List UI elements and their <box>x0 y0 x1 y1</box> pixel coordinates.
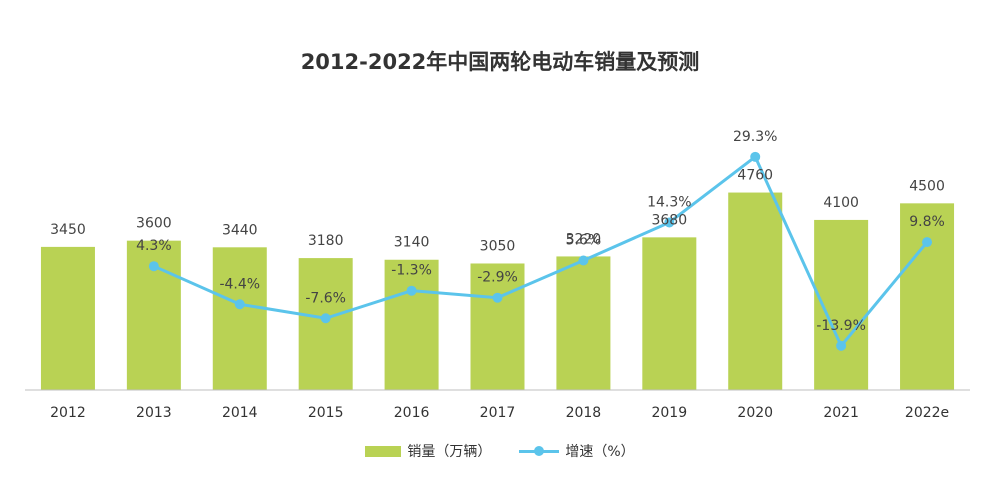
bar-label-2015: 3180 <box>308 233 344 249</box>
bar-label-2016: 3140 <box>394 235 430 251</box>
bar-label-2019: 3680 <box>651 212 687 228</box>
bar-2018 <box>556 256 611 390</box>
legend-bar-swatch <box>365 445 402 457</box>
growth-line <box>153 154 929 349</box>
bar-2015 <box>298 258 353 390</box>
x-tick-label-2018: 2018 <box>566 405 602 421</box>
growth-point-2020 <box>750 151 761 162</box>
bar-label-2018: 3220 <box>566 231 602 247</box>
legend-label-sales: 销量（万辆） <box>407 444 492 460</box>
bar-2022e <box>900 203 955 390</box>
bar-2016 <box>384 259 439 390</box>
x-tick-label-2019: 2019 <box>651 405 687 421</box>
x-tick-label-2021: 2021 <box>823 405 859 421</box>
legend-item-sales: 销量（万辆） <box>365 441 491 461</box>
x-tick-label-2013: 2013 <box>136 405 172 421</box>
growth-point-2013 <box>148 261 159 272</box>
growth-label-2018: 5.6% <box>566 233 602 249</box>
x-tick-label-2020: 2020 <box>737 405 773 421</box>
bar-label-2013: 3600 <box>136 216 172 232</box>
growth-point-2015 <box>320 313 331 324</box>
growth-point-2014 <box>234 299 245 310</box>
growth-label-2022e: 9.8% <box>909 214 945 230</box>
legend-item-growth: 增速（%） <box>519 441 635 461</box>
growth-point-2017 <box>492 292 503 303</box>
bar-label-2014: 3440 <box>222 222 258 238</box>
growth-label-2021: -13.9% <box>816 318 866 334</box>
bar-label-2020: 4760 <box>737 168 773 184</box>
labels-layer: 3450 2012 3600 2013 3440 2014 3180 2015 3140 2016… <box>50 129 949 421</box>
growth-label-2016: -1.3% <box>391 263 432 279</box>
x-tick-label-2015: 2015 <box>308 405 344 421</box>
growth-line-layer <box>148 151 933 351</box>
chart-title: 2012-2022年中国两轮电动车销量及预测 <box>300 50 700 74</box>
growth-point-2016 <box>406 285 417 296</box>
growth-label-2013: 4.3% <box>136 238 172 254</box>
bar-2020 <box>728 192 783 390</box>
growth-label-2015: -7.6% <box>305 290 346 306</box>
growth-point-2019 <box>664 217 675 228</box>
legend-label-growth: 增速（%） <box>565 444 635 460</box>
growth-label-2019: 14.3% <box>647 194 691 210</box>
growth-point-2018 <box>578 255 589 266</box>
bar-2014 <box>212 247 267 390</box>
bar-label-2012: 3450 <box>50 222 86 238</box>
legend-line-swatch <box>519 444 560 458</box>
bar-2012 <box>40 246 95 390</box>
bar-label-2017: 3050 <box>480 238 516 254</box>
bar-2017 <box>470 263 525 390</box>
x-tick-label-2022e: 2022e <box>905 405 949 421</box>
growth-label-2020: 29.3% <box>733 129 777 145</box>
x-tick-label-2016: 2016 <box>394 405 430 421</box>
legend: 销量（万辆） 增速（%） <box>0 441 1000 461</box>
growth-label-2014: -4.4% <box>219 276 260 292</box>
growth-point-2021 <box>836 340 847 351</box>
x-tick-label-2017: 2017 <box>480 405 516 421</box>
bar-label-2022e: 4500 <box>909 178 945 194</box>
x-tick-label-2012: 2012 <box>50 405 86 421</box>
bar-2019 <box>642 237 697 390</box>
growth-label-2017: -2.9% <box>477 270 518 286</box>
x-tick-label-2014: 2014 <box>222 405 258 421</box>
growth-point-2022e <box>922 237 933 248</box>
bar-label-2021: 4100 <box>823 195 859 211</box>
